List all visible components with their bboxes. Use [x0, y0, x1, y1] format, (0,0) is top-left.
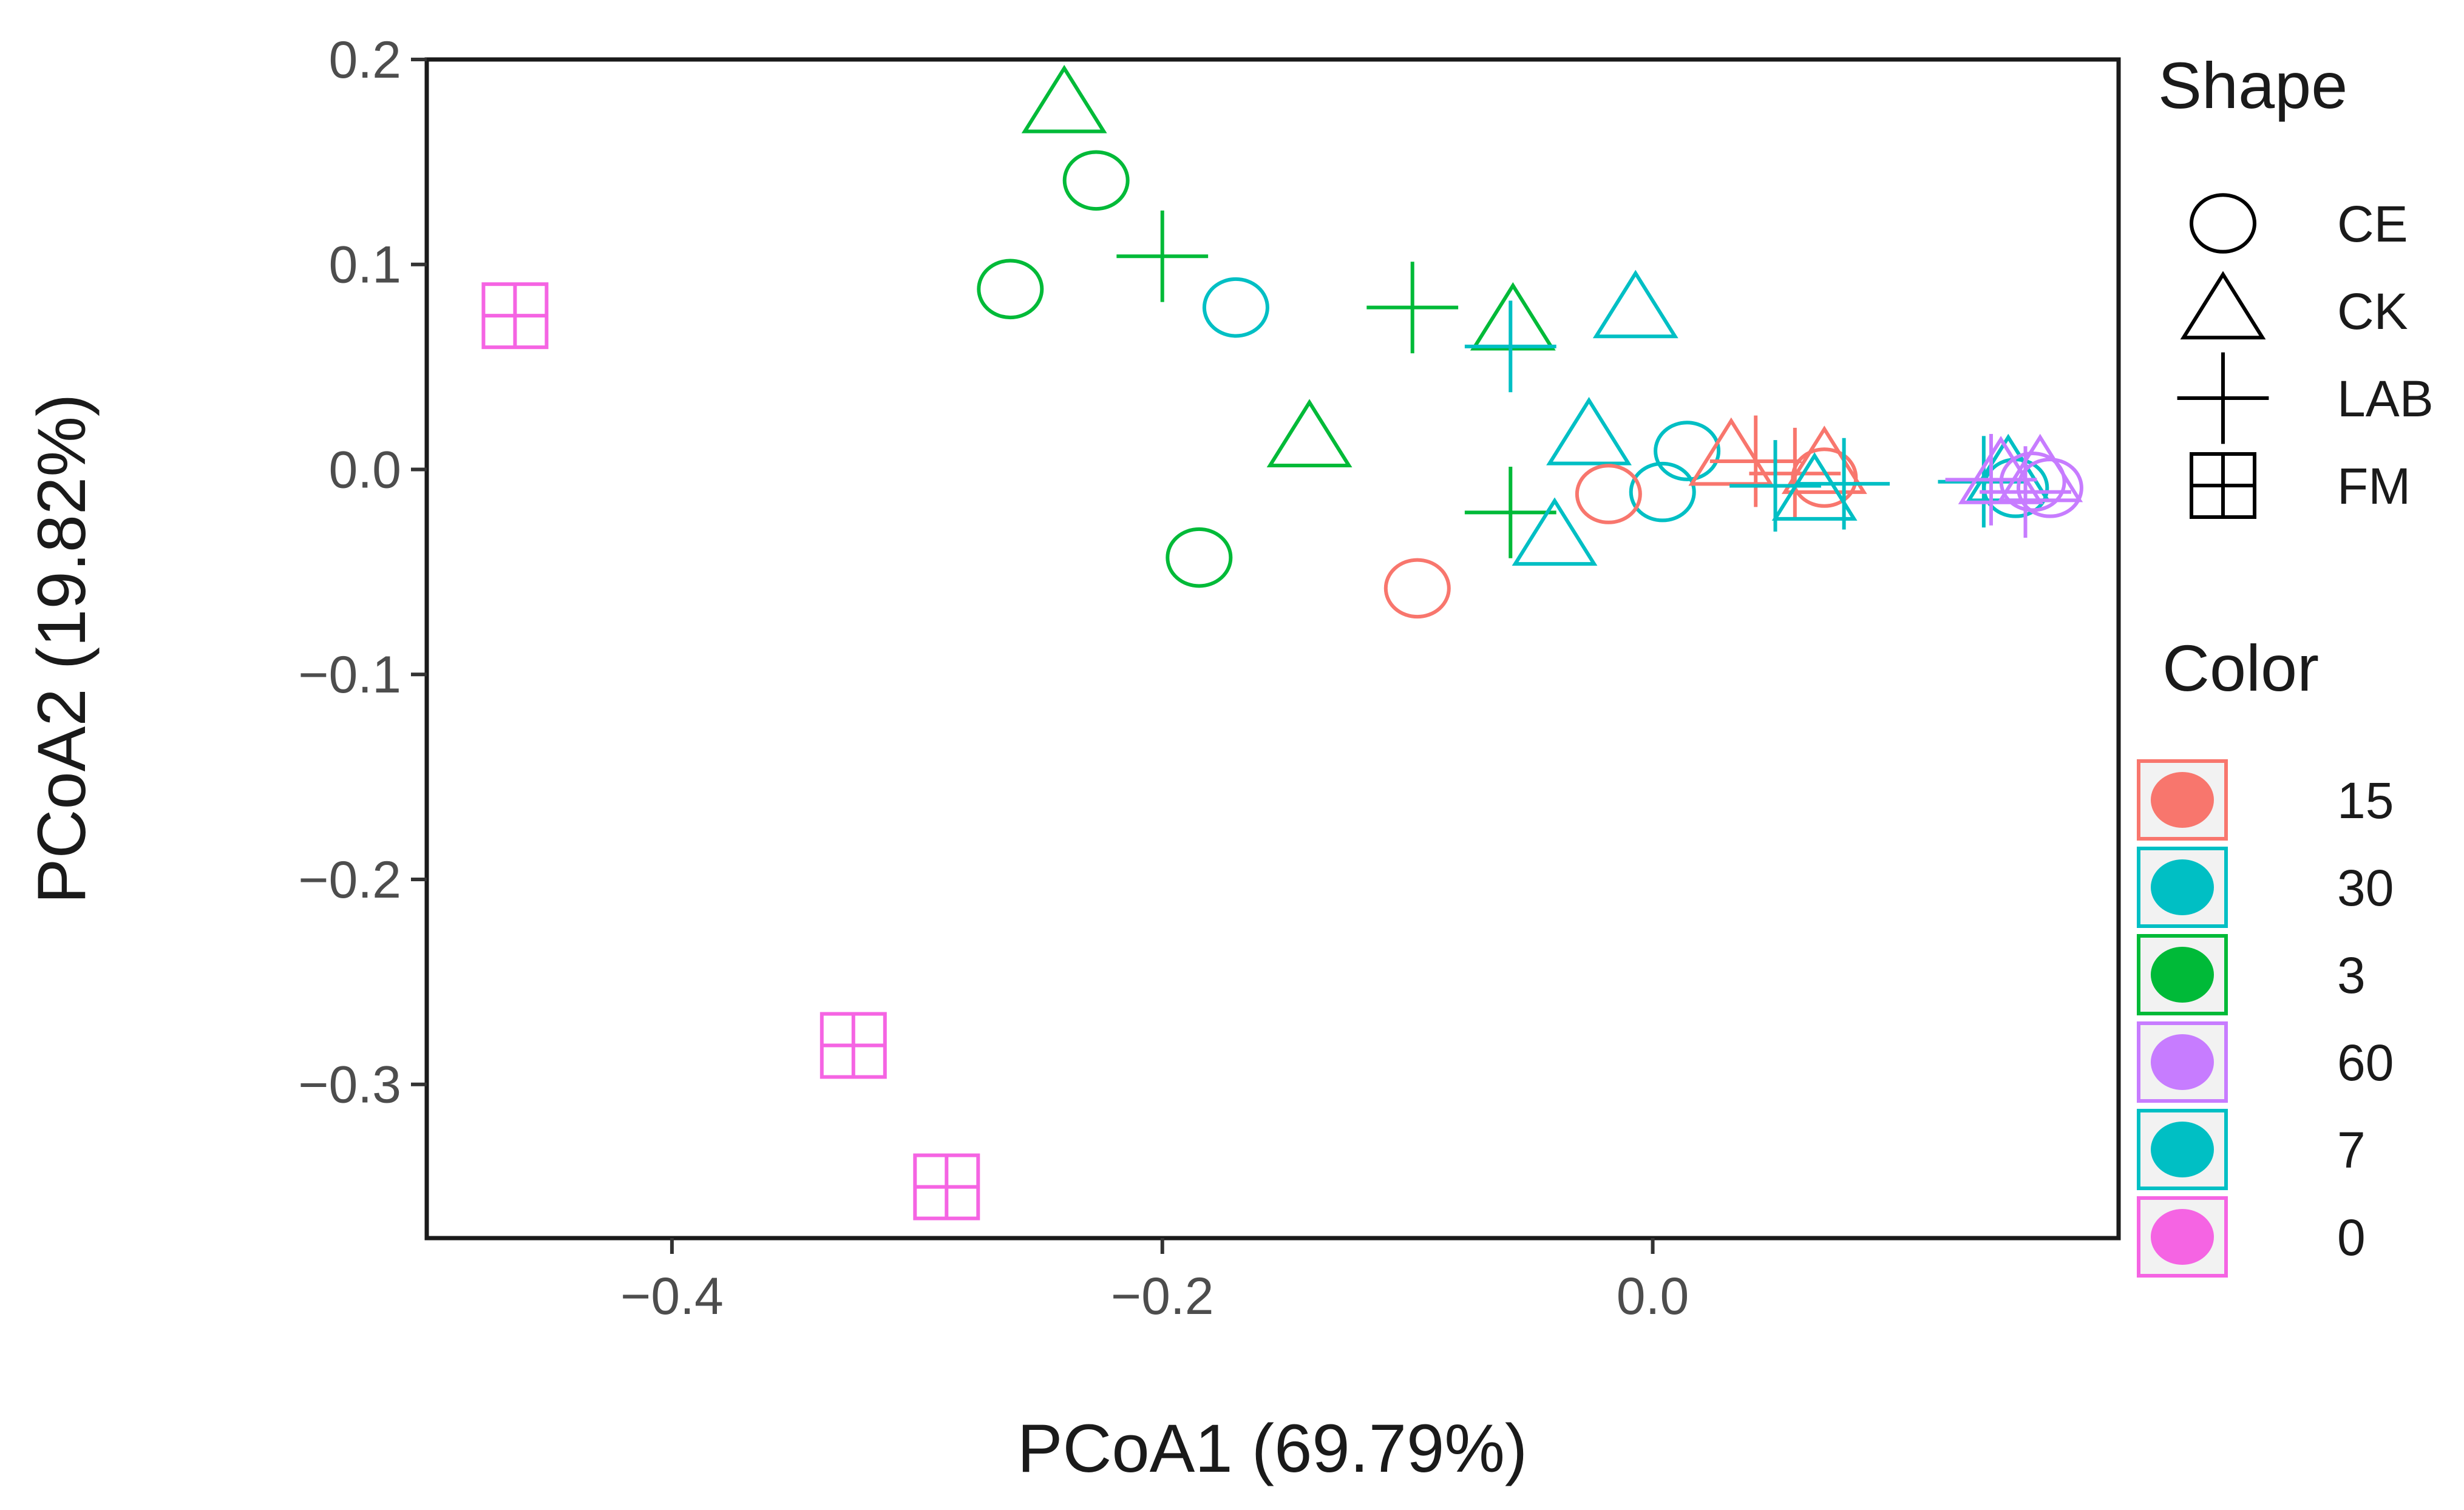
- color-legend-label: 7: [2337, 1122, 2366, 1179]
- legend-color-key: [2139, 936, 2226, 1014]
- legend-key-plus: [2177, 353, 2269, 444]
- legend-key-circle: [2191, 195, 2255, 252]
- shape-legend-title: Shape: [2158, 49, 2347, 122]
- x-tick-label: 0.0: [1617, 1267, 1689, 1325]
- legend-color-key: [2139, 1111, 2226, 1188]
- shape-legend-label: CE: [2337, 195, 2408, 252]
- color-legend-label: 0: [2337, 1209, 2366, 1266]
- y-tick-label: 0.1: [328, 236, 401, 294]
- y-axis-title: PCoA2 (19.82%): [24, 394, 100, 904]
- x-tick-label: −0.4: [620, 1267, 724, 1325]
- pcoa-chart: 0.2 0.1 0.0 −0.1 −0.2 −0.3 −0.4 −0.2 0.0 PCoA1 …: [0, 0, 2464, 1510]
- y-tick-label: −0.3: [298, 1056, 401, 1114]
- y-axis: 0.2 0.1 0.0 −0.1 −0.2 −0.3: [298, 31, 427, 1114]
- legend-key-boxplus: [2191, 454, 2255, 517]
- y-tick-label: −0.1: [298, 646, 401, 704]
- color-legend-label: 3: [2337, 947, 2366, 1004]
- y-tick-label: 0.0: [328, 441, 401, 499]
- x-axis: −0.4 −0.2 0.0: [620, 1238, 1689, 1325]
- x-tick-label: −0.2: [1111, 1267, 1214, 1325]
- legend-color-key: [2139, 1198, 2226, 1276]
- shape-legend-label: LAB: [2337, 370, 2434, 427]
- color-legend-label: 15: [2337, 772, 2394, 829]
- x-axis-title: PCoA1 (69.79%): [1017, 1410, 1527, 1486]
- y-tick-label: −0.2: [298, 851, 401, 909]
- color-legend-label: 60: [2337, 1034, 2394, 1091]
- shape-legend-label: CK: [2337, 283, 2408, 340]
- legend-key-triangle: [2184, 274, 2262, 337]
- plot-panel: [427, 59, 2119, 1238]
- shape-legend-label: FM: [2337, 458, 2411, 515]
- color-legend-label: 30: [2337, 859, 2394, 916]
- legend-color-key: [2139, 1023, 2226, 1101]
- shape-legend: Shape CE CK LAB FM: [2158, 49, 2434, 517]
- color-legend: Color 15 30 3 60 7 0: [2139, 631, 2394, 1276]
- color-legend-title: Color: [2162, 631, 2319, 705]
- legend-color-key: [2139, 848, 2226, 926]
- y-tick-label: 0.2: [328, 31, 401, 89]
- legend-color-key: [2139, 761, 2226, 839]
